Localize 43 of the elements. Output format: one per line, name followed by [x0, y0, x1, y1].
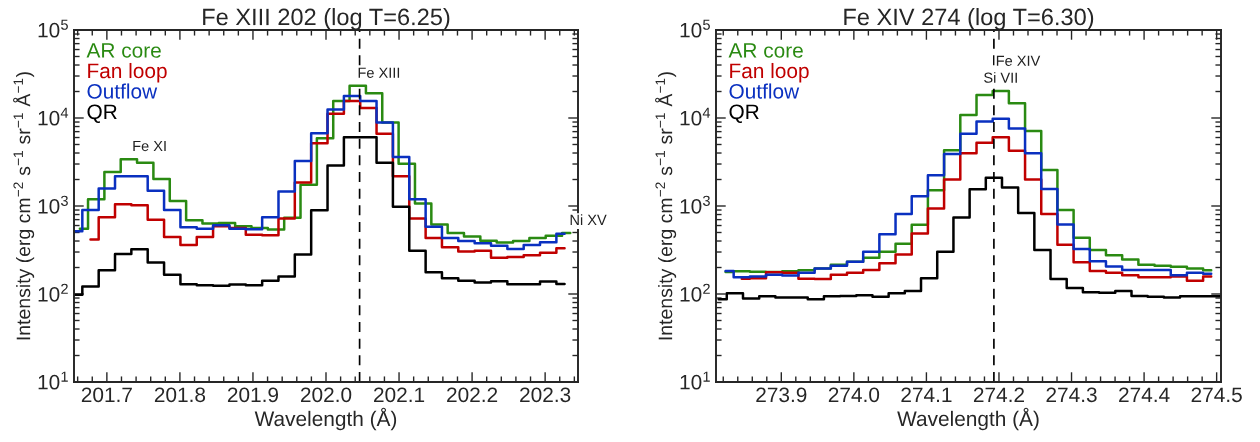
x-tick-label: 201.7	[81, 387, 132, 403]
text: AR core	[728, 43, 803, 58]
x-tick-label: 274.2	[973, 387, 1024, 402]
x-tick-label: 274.5	[1191, 387, 1242, 403]
annotation: Si VII	[984, 72, 1017, 83]
text: Outflow	[87, 83, 158, 99]
x-tick-label: 274.1	[901, 387, 952, 402]
y-tick-label: 10$^{2}$	[38, 283, 68, 302]
x-tick-label: 202.3	[520, 387, 571, 403]
chart-title: Fe XIII 202 (log T=6.25)	[203, 7, 450, 30]
x-tick-label: 274.3	[1046, 387, 1097, 403]
x-tick-label: 273.9	[756, 387, 807, 403]
text: Fan loop	[88, 62, 167, 83]
x-tick-label: 274.0	[828, 387, 880, 403]
y-tick-label: 10$^{2}$	[680, 283, 710, 302]
x-tick-label: 202.2	[447, 387, 498, 403]
x-axis-title: Wavelength (Å)	[254, 407, 397, 431]
text: QR	[729, 104, 759, 123]
x-axis-title: Wavelength (Å)	[897, 407, 1039, 431]
text: QR	[87, 104, 117, 123]
annotation: Ni XV	[570, 214, 607, 225]
x-tick-label: 201.8	[154, 387, 206, 403]
y-tick-label: 10$^{1}$	[680, 371, 710, 390]
annotation: Fe XIV	[996, 55, 1041, 66]
text: Intensity (erg cm$^{−2}$ s$^{−1}$ sr$^{−1}$ Å$^{−1}$)	[655, 72, 677, 340]
x-tick-label: 201.9	[227, 387, 279, 403]
x-tick-label: 274.4	[1119, 387, 1170, 402]
text: Outflow	[729, 83, 800, 99]
x-tick-label: 202.0	[300, 387, 352, 403]
annotation: Fe XIII	[358, 67, 400, 78]
y-tick-label: 10$^{3}$	[38, 195, 68, 214]
x-tick-label: 202.1	[374, 387, 425, 403]
text: Fan loop	[730, 62, 809, 83]
text: Intensity (erg cm$^{−2}$ s$^{−1}$ sr$^{−1}$ Å$^{−1}$)	[13, 72, 35, 340]
chart-title: Fe XIV 274 (log T=6.30)	[844, 7, 1094, 30]
y-tick-label: 10$^{4}$	[680, 107, 711, 126]
y-tick-label: 10$^{5}$	[38, 19, 68, 38]
text: AR core	[86, 43, 161, 58]
annotation: Fe XI	[133, 140, 166, 152]
y-tick-label: 10$^{1}$	[38, 371, 68, 390]
y-tick-label: 10$^{3}$	[680, 195, 710, 214]
y-tick-label: 10$^{4}$	[38, 107, 69, 126]
y-tick-label: 10$^{5}$	[680, 19, 710, 38]
